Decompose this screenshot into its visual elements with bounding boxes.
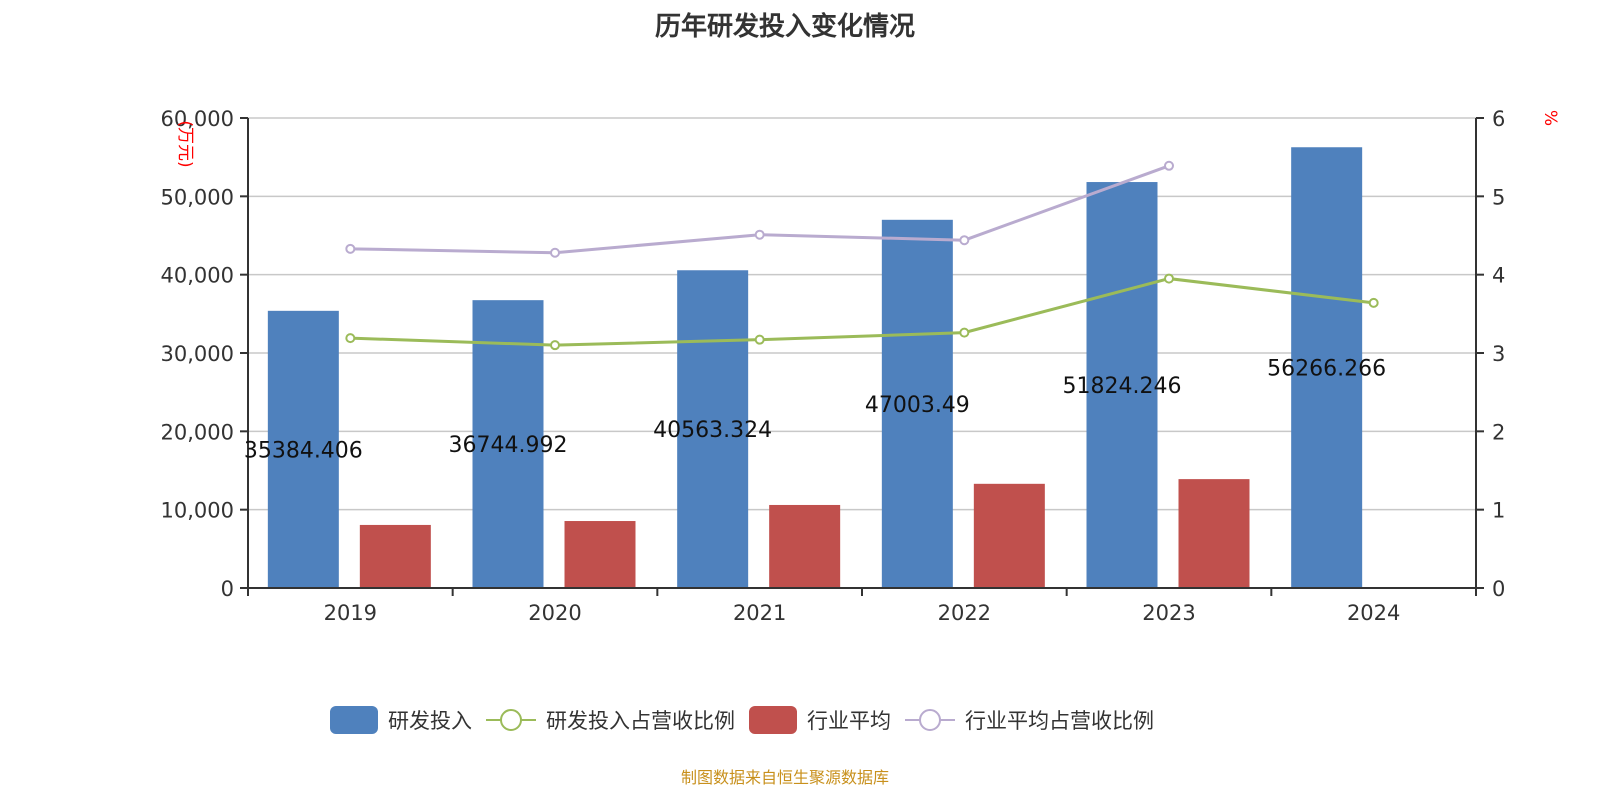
y2-tick-label: 2: [1492, 420, 1505, 444]
y-tick-label: 0: [221, 577, 234, 601]
legend-label: 行业平均占营收比例: [965, 709, 1154, 733]
y-tick-label: 10,000: [161, 499, 234, 523]
y-tick-label: 30,000: [161, 342, 234, 366]
bar-data-label: 56266.266: [1267, 357, 1386, 382]
legend: 研发投入 研发投入占营收比例 行业平均 行业平均占营收比例: [330, 705, 1168, 735]
bar-data-label: 35384.406: [244, 438, 363, 463]
y2-tick-label: 4: [1492, 264, 1505, 288]
bar-industry: [1178, 479, 1250, 588]
line-point: [550, 247, 560, 258]
line-point: [1368, 297, 1379, 308]
line-point: [959, 235, 970, 246]
legend-item-industry[interactable]: 行业平均: [749, 705, 891, 735]
bar-data-label: 47003.49: [865, 393, 970, 418]
legend-item-industry-ratio[interactable]: 行业平均占营收比例: [905, 705, 1154, 735]
bar-rd: [267, 310, 339, 588]
x-tick-label: 2019: [324, 601, 377, 625]
y2-tick-label: 1: [1492, 499, 1505, 523]
legend-label: 研发投入占营收比例: [546, 709, 735, 733]
y2-tick-label: 5: [1492, 185, 1505, 209]
legend-swatch: [330, 706, 378, 734]
y-axis-label: (万元): [175, 120, 195, 167]
legend-label: 研发投入: [388, 709, 472, 733]
bar-rd: [881, 219, 953, 588]
chart-title: 历年研发投入变化情况: [654, 12, 915, 42]
line-point: [1164, 160, 1174, 171]
line-point: [550, 340, 560, 351]
bar-data-label: 51824.246: [1063, 374, 1182, 399]
x-tick-label: 2020: [528, 601, 581, 625]
bar-industry: [769, 504, 841, 588]
y-tick-label: 50,000: [161, 185, 234, 209]
line-point: [345, 333, 356, 344]
source-note: 制图数据来自恒生聚源数据库: [680, 768, 889, 787]
line-series: [350, 277, 1374, 347]
bar-industry: [359, 524, 431, 588]
y2-tick-label: 3: [1492, 342, 1505, 366]
x-tick-label: 2021: [733, 601, 786, 625]
line-point: [754, 334, 765, 345]
y-tick-label: 40,000: [161, 264, 234, 288]
bar-rd: [472, 300, 544, 588]
legend-swatch: [749, 706, 797, 734]
legend-line-icon: [905, 706, 955, 734]
bar-industry: [564, 521, 636, 588]
legend-item-rd-ratio[interactable]: 研发投入占营收比例: [486, 705, 735, 735]
y2-tick-label: 0: [1492, 577, 1505, 601]
bar-rd: [677, 270, 749, 588]
x-tick-label: 2023: [1142, 601, 1195, 625]
line-point: [754, 229, 765, 240]
bar-data-label: 36744.992: [449, 433, 568, 458]
legend-item-rd[interactable]: 研发投入: [330, 705, 472, 735]
bar-rd: [1291, 147, 1363, 588]
bar-rd: [1086, 182, 1158, 589]
legend-label: 行业平均: [807, 709, 891, 733]
bar-data-label: 40563.324: [653, 418, 772, 443]
legend-line-icon: [486, 706, 536, 734]
y2-tick-label: 6: [1492, 107, 1505, 131]
x-tick-label: 2022: [938, 601, 991, 625]
line-point: [345, 243, 356, 254]
y-tick-label: 20,000: [161, 420, 234, 444]
line-point: [959, 327, 970, 338]
line-point: [1164, 273, 1174, 284]
x-tick-label: 2024: [1347, 601, 1400, 625]
y2-axis-label: %: [1540, 110, 1560, 126]
y-tick-label: 60,000: [161, 107, 234, 131]
bar-industry: [973, 483, 1045, 588]
